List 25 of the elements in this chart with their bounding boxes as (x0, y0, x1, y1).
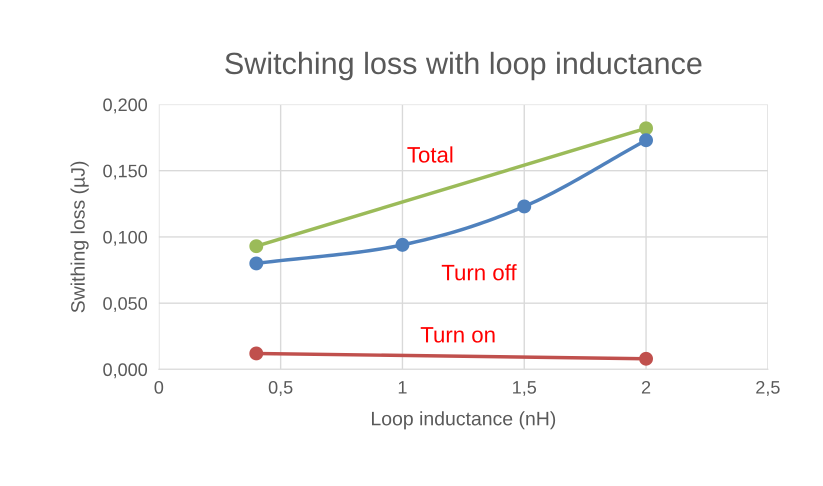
y-tick-label: 0,100 (103, 230, 148, 246)
x-tick-label: 0,5 (268, 380, 292, 396)
series-label: Total (407, 146, 452, 163)
x-tick-label: 1,5 (513, 381, 536, 396)
point (249, 346, 264, 360)
chart-title: Switching loss with loop inductance (225, 52, 702, 80)
series-label: Turn on (420, 327, 495, 343)
x-tick-label: 2 (642, 380, 650, 394)
x-tick-label: 2,5 (756, 380, 780, 396)
point (396, 238, 410, 252)
point (639, 352, 653, 366)
x-tick-label: 0 (154, 380, 164, 394)
point (249, 239, 264, 254)
y-axis-title: Swithing loss (µJ) (70, 162, 89, 312)
x-tick-label: 1 (398, 381, 407, 394)
x-axis-title: Loop inductance (nH) (372, 411, 556, 430)
y-tick-label: 0,050 (103, 297, 148, 312)
series-label: Turn off (442, 264, 517, 280)
point (517, 200, 532, 214)
point (249, 256, 264, 270)
y-tick-label: 0,200 (103, 98, 148, 114)
y-tick-label: 0,150 (103, 164, 148, 180)
y-tick-label: 0,000 (103, 363, 148, 378)
point (639, 121, 653, 136)
point (639, 133, 653, 148)
